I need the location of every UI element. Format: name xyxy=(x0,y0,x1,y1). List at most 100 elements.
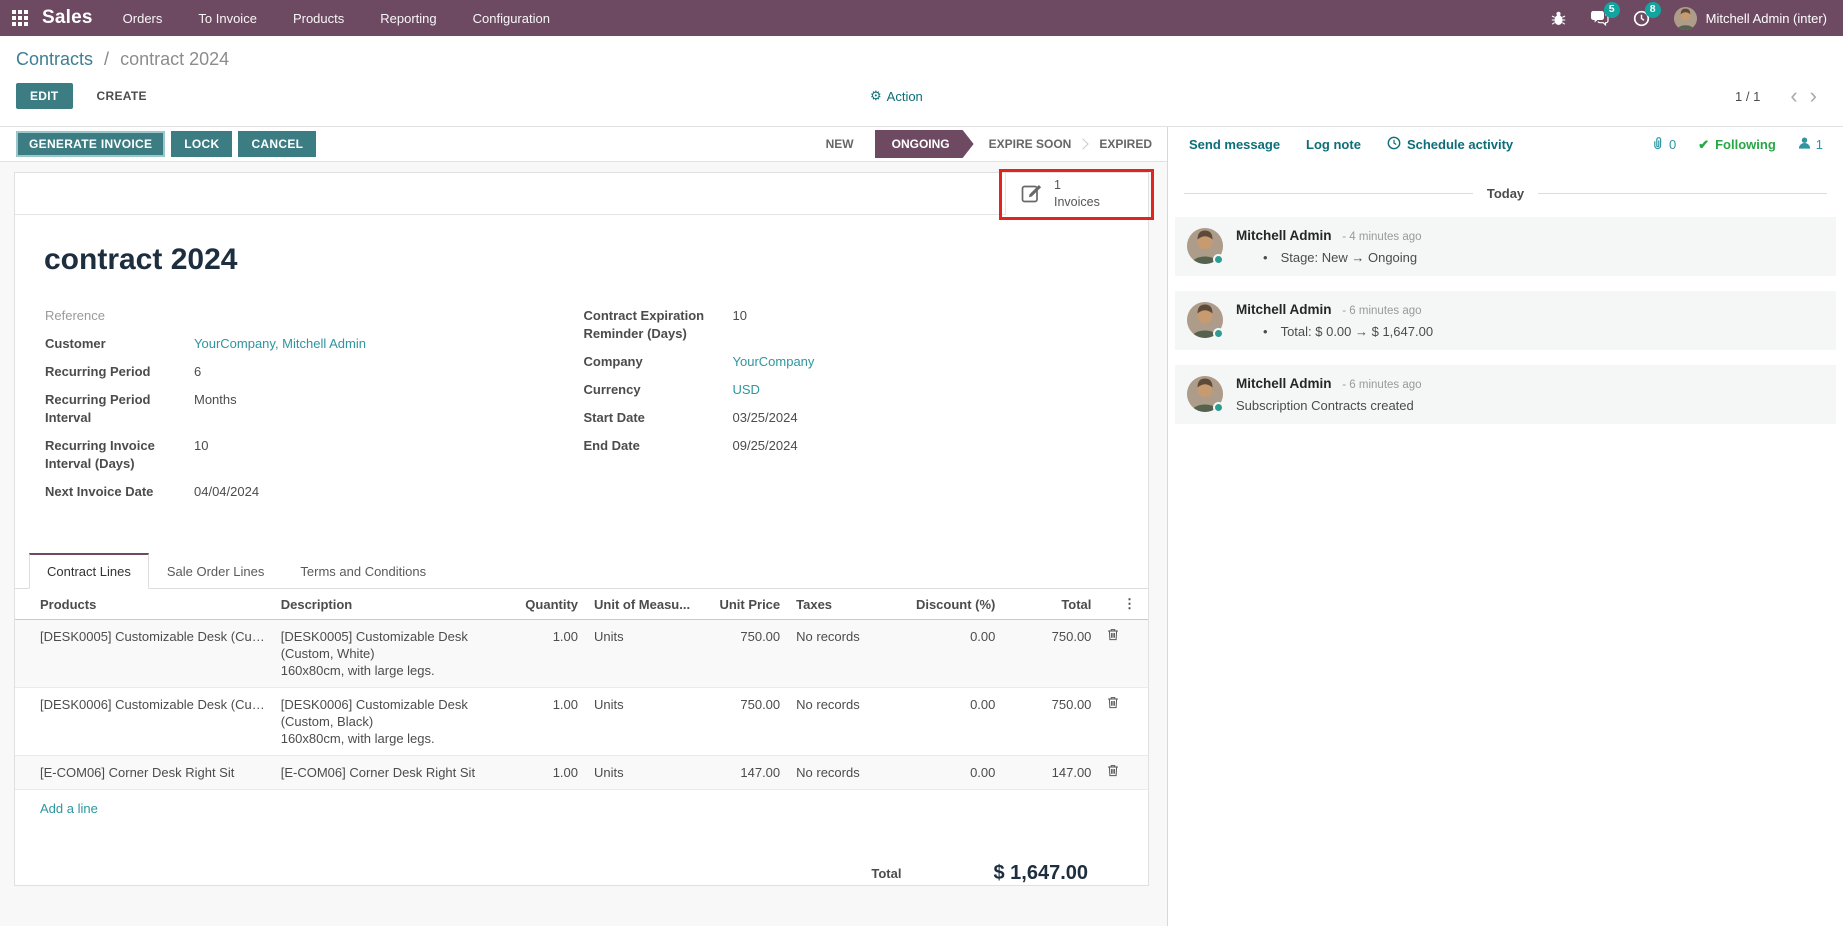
tab-sale-order-lines[interactable]: Sale Order Lines xyxy=(149,553,283,589)
smart-button-box: 1 Invoices xyxy=(15,169,1154,220)
field-reference: Reference xyxy=(45,308,105,323)
log-note-button[interactable]: Log note xyxy=(1306,137,1361,152)
message-body: Subscription Contracts created xyxy=(1236,398,1414,413)
generate-invoice-button[interactable]: GENERATE INVOICE xyxy=(16,131,166,157)
date-divider: Today xyxy=(1184,186,1828,201)
delete-row-icon[interactable] xyxy=(1107,764,1119,781)
pager: 1 / 1 ‹ › xyxy=(1735,83,1823,108)
message-time: - 6 minutes ago xyxy=(1342,379,1422,391)
total-label: Total xyxy=(871,866,902,881)
field-recurring-period: Recurring Period 6 xyxy=(45,364,202,379)
delete-row-icon[interactable] xyxy=(1107,628,1119,645)
messages-badge: 5 xyxy=(1603,2,1620,18)
stage-ongoing[interactable]: ONGOING xyxy=(875,130,974,158)
currency-link[interactable]: USD xyxy=(732,382,760,397)
send-message-button[interactable]: Send message xyxy=(1189,137,1281,152)
field-start-date: Start Date 03/25/2024 xyxy=(583,410,798,425)
chatter-panel: Send message Log note Schedule activity xyxy=(1168,127,1843,926)
lock-button[interactable]: LOCK xyxy=(171,131,233,157)
message-body: Stage: New → Ongoing xyxy=(1280,250,1418,265)
clock-icon xyxy=(1387,136,1401,153)
online-status-dot xyxy=(1213,254,1224,265)
message-author[interactable]: Mitchell Admin xyxy=(1236,376,1332,391)
followers-button[interactable]: 1 xyxy=(1798,137,1823,152)
chatter-message: Mitchell Admin - 6 minutes ago • Total: $… xyxy=(1175,291,1836,350)
add-a-line-link[interactable]: Add a line xyxy=(40,801,98,816)
table-row[interactable]: [DESK0006] Customizable Desk (Custom, Bl… xyxy=(15,688,1148,756)
user-menu[interactable]: Mitchell Admin (inter) xyxy=(1674,7,1827,30)
cancel-button[interactable]: CANCEL xyxy=(238,131,317,157)
field-end-date: End Date 09/25/2024 xyxy=(583,438,798,453)
menu-to-invoice[interactable]: To Invoice xyxy=(198,10,257,26)
invoices-smart-button[interactable]: 1 Invoices xyxy=(999,169,1154,220)
menu-orders[interactable]: Orders xyxy=(122,10,163,26)
stage-pipeline: NEW ONGOING EXPIRE SOON EXPIRED xyxy=(811,127,1167,161)
customer-link[interactable]: YourCompany, Mitchell Admin xyxy=(194,336,366,351)
company-link[interactable]: YourCompany xyxy=(732,354,815,369)
delete-row-icon[interactable] xyxy=(1107,696,1119,713)
invoices-label: Invoices xyxy=(1054,195,1100,209)
top-navbar: Sales Orders To Invoice Products Reporti… xyxy=(0,0,1843,36)
debug-bug-icon[interactable] xyxy=(1551,10,1566,26)
message-body: Total: $ 0.00 → $ 1,647.00 xyxy=(1280,324,1434,339)
menu-products[interactable]: Products xyxy=(292,10,345,26)
person-icon xyxy=(1798,137,1811,152)
breadcrumb-contracts[interactable]: Contracts xyxy=(16,49,94,69)
following-button[interactable]: ✔ Following xyxy=(1698,136,1776,153)
menu-reporting[interactable]: Reporting xyxy=(380,10,437,26)
form-panel: GENERATE INVOICE LOCK CANCEL NEW ONGOING… xyxy=(0,127,1168,926)
field-currency: Currency USD xyxy=(584,381,1119,399)
pager-count: 1 / 1 xyxy=(1735,88,1761,104)
form-sheet: 1 Invoices contract 2024 Reference xyxy=(14,169,1154,886)
table-row[interactable]: [DESK0005] Customizable Desk (Custom, Wh… xyxy=(15,619,1148,688)
breadcrumb-current: contract 2024 xyxy=(120,49,230,69)
pager-next-icon[interactable]: › xyxy=(1809,83,1817,108)
online-status-dot xyxy=(1213,402,1224,413)
app-name[interactable]: Sales xyxy=(42,7,93,28)
tab-contract-lines[interactable]: Contract Lines xyxy=(29,553,149,589)
user-avatar xyxy=(1674,7,1697,30)
field-contract-expiration-reminder: Contract Expiration Reminder (Days) 10 xyxy=(583,308,747,341)
stage-expired[interactable]: EXPIRED xyxy=(1099,137,1152,151)
menu-configuration[interactable]: Configuration xyxy=(472,10,550,26)
contract-lines-table: Products Description Quantity Unit of Me… xyxy=(15,589,1148,790)
pager-previous-icon[interactable]: ‹ xyxy=(1790,83,1798,108)
attachments-button[interactable]: 0 xyxy=(1651,136,1676,153)
chatter-message: Mitchell Admin - 6 minutes ago Subscript… xyxy=(1175,365,1836,424)
schedule-activity-button[interactable]: Schedule activity xyxy=(1387,136,1513,153)
notebook-tabs: Contract Lines Sale Order Lines Terms an… xyxy=(15,553,1148,589)
check-icon: ✔ xyxy=(1698,136,1710,152)
create-button[interactable]: CREATE xyxy=(93,83,151,109)
messages-icon[interactable]: 5 xyxy=(1590,2,1620,26)
stage-expire-soon[interactable]: EXPIRE SOON xyxy=(988,137,1072,151)
apps-menu-icon[interactable] xyxy=(12,10,28,26)
field-next-invoice-date: Next Invoice Date 04/04/2024 xyxy=(45,484,260,499)
column-options-icon[interactable]: ⋮ xyxy=(1099,589,1148,620)
stage-new[interactable]: NEW xyxy=(825,137,854,151)
message-time: - 6 minutes ago xyxy=(1342,305,1422,317)
message-time: - 4 minutes ago xyxy=(1342,231,1422,243)
field-recurring-period-interval: Recurring Period Interval Months xyxy=(45,392,237,425)
message-author[interactable]: Mitchell Admin xyxy=(1236,302,1332,317)
control-panel: Contracts / contract 2024 EDIT CREATE ⚙ … xyxy=(0,36,1843,127)
online-status-dot xyxy=(1213,328,1224,339)
field-company: Company YourCompany xyxy=(584,353,1119,371)
table-row[interactable]: [E-COM06] Corner Desk Right Sit [E-COM06… xyxy=(15,755,1148,790)
table-header-row: Products Description Quantity Unit of Me… xyxy=(15,589,1148,620)
total-row: Total $ 1,647.00 xyxy=(15,862,1148,885)
chatter-message: Mitchell Admin - 4 minutes ago • Stage: N… xyxy=(1175,217,1836,276)
gear-icon: ⚙ xyxy=(870,88,882,103)
activities-badge: 8 xyxy=(1644,1,1661,18)
statusbar: GENERATE INVOICE LOCK CANCEL NEW ONGOING… xyxy=(0,127,1167,162)
main-menu: Orders To Invoice Products Reporting Con… xyxy=(123,11,550,26)
invoices-count: 1 xyxy=(1054,178,1061,193)
pencil-square-icon xyxy=(1021,182,1043,207)
record-title: contract 2024 xyxy=(44,243,238,276)
action-menu-button[interactable]: ⚙ Action xyxy=(870,88,923,104)
activities-clock-icon[interactable]: 8 xyxy=(1633,1,1661,27)
tab-terms-and-conditions[interactable]: Terms and Conditions xyxy=(282,553,444,589)
edit-button[interactable]: EDIT xyxy=(16,83,73,109)
chatter-topbar: Send message Log note Schedule activity xyxy=(1168,127,1843,162)
message-author[interactable]: Mitchell Admin xyxy=(1236,228,1332,243)
breadcrumb-separator: / xyxy=(104,49,110,69)
